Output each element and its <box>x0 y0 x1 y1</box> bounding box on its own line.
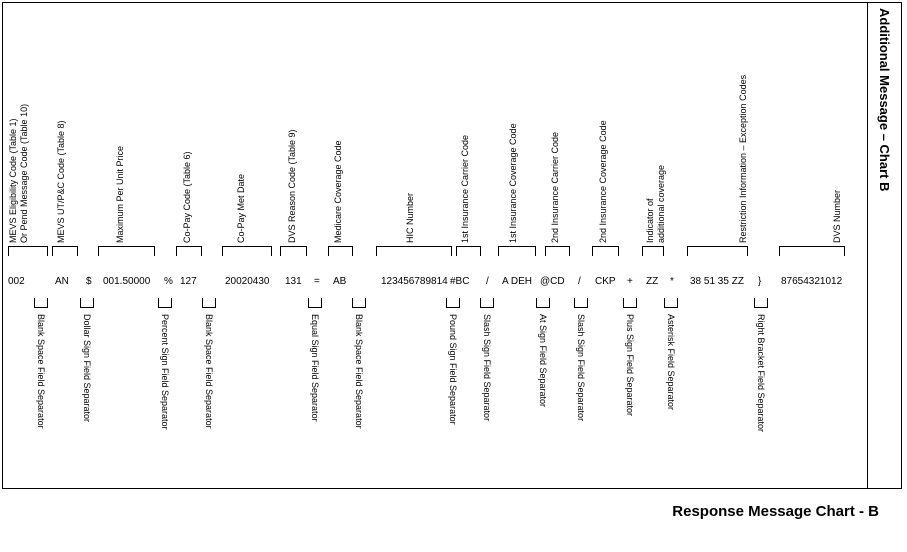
separator-bracket <box>352 298 366 308</box>
field-span-bracket <box>280 246 307 256</box>
field-span-bracket <box>98 246 155 256</box>
separator-bracket <box>34 298 48 308</box>
field-span-bracket <box>456 246 481 256</box>
field-span-bracket <box>176 246 202 256</box>
separator-bracket <box>754 298 768 308</box>
field-span-bracket <box>376 246 452 256</box>
field-label-hic-number: HIC Number <box>405 192 415 243</box>
separator-bracket <box>80 298 94 308</box>
field-label-dvs-number: DVS Number <box>832 189 842 243</box>
field-label-restriction-information: Restriction Information – Exception Code… <box>738 74 748 243</box>
field-label-mevs-eligibility-code: MEVS Eligibility Code (Table 1) Or Pend … <box>8 103 29 243</box>
field-label-indicator-additional-coverage: Indicator of additional coverage <box>645 164 666 243</box>
message-token: $ <box>86 276 92 287</box>
field-span-bracket <box>8 246 48 256</box>
message-token: AB <box>333 276 347 287</box>
field-span-bracket <box>642 246 664 256</box>
separator-bracket <box>536 298 550 308</box>
field-span-bracket <box>545 246 570 256</box>
field-label-1st-insurance-carrier-code: 1st Insurance Carrier Code <box>460 134 470 243</box>
separator-bracket <box>623 298 637 308</box>
field-span-bracket <box>328 246 353 256</box>
message-token: % <box>164 276 173 287</box>
separator-label-at-sign: At Sign Field Separator <box>538 314 548 408</box>
field-label-maximum-per-unit-price: Maximum Per Unit Price <box>115 145 125 243</box>
field-span-bracket <box>52 246 78 256</box>
field-span-bracket <box>498 246 536 256</box>
field-label-mevs-utpc-code: MEVS UT/P&C Code (Table 8) <box>56 120 66 243</box>
field-span-bracket <box>779 246 845 256</box>
message-token: = <box>314 276 320 287</box>
separator-bracket <box>446 298 460 308</box>
message-token: @CD <box>540 276 565 287</box>
separator-label-slash-sign: Slash Sign Field Separator <box>482 314 492 422</box>
message-token: #BC <box>450 276 470 287</box>
message-token: 38 51 35 ZZ <box>690 276 744 287</box>
separator-bracket <box>574 298 588 308</box>
field-span-bracket <box>592 246 619 256</box>
separator-bracket <box>664 298 678 308</box>
message-token: CKP <box>595 276 616 287</box>
side-title-divider <box>867 2 868 489</box>
field-span-bracket <box>222 246 272 256</box>
separator-label-plus-sign: Plus Sign Field Separator <box>625 314 635 417</box>
separator-label-slash-sign: Slash Sign Field Separator <box>576 314 586 422</box>
message-token: 87654321012 <box>781 276 843 287</box>
message-token: * <box>670 276 674 287</box>
message-token: 123456789814 <box>381 276 448 287</box>
separator-bracket <box>202 298 216 308</box>
chart-border <box>2 2 902 489</box>
field-label-dvs-reason-code: DVS Reason Code (Table 9) <box>287 129 297 243</box>
bottom-title: Response Message Chart - B <box>672 503 879 520</box>
message-token: + <box>627 276 633 287</box>
field-span-bracket <box>687 246 748 256</box>
separator-label-asterisk: Asterisk Field Separator <box>666 314 676 411</box>
field-label-1st-insurance-coverage-code: 1st Insurance Coverage Code <box>508 123 518 243</box>
message-token: 002 <box>8 276 25 287</box>
side-title: Additional Message – Chart B <box>877 8 892 192</box>
field-label-2nd-insurance-carrier-code: 2nd Insurance Carrier Code <box>550 131 560 243</box>
separator-bracket <box>158 298 172 308</box>
field-label-2nd-insurance-coverage-code: 2nd Insurance Coverage Code <box>598 120 608 243</box>
separator-label-percent-sign: Percent Sign Field Separator <box>160 314 170 430</box>
separator-bracket <box>480 298 494 308</box>
field-label-medicare-coverage-code: Medicare Coverage Code <box>333 140 343 243</box>
separator-label-blank-space: Blank Space Field Separator <box>36 314 46 429</box>
message-token: ZZ <box>646 276 659 287</box>
separator-label-pound-sign: Pound Sign Field Separator <box>448 314 458 425</box>
message-token: 131 <box>285 276 302 287</box>
separator-label-dollar-sign: Dollar Sign Field Separator <box>82 314 92 423</box>
separator-bracket <box>308 298 322 308</box>
message-token: A DEH <box>502 276 533 287</box>
separator-label-right-bracket: Right Bracket Field Separator <box>756 314 766 433</box>
separator-label-blank-space: Blank Space Field Separator <box>354 314 364 429</box>
message-token: } <box>758 276 762 287</box>
separator-label-equal-sign: Equal Sign Field Separator <box>310 314 320 422</box>
message-token: / <box>578 276 581 287</box>
field-label-co-pay-code: Co-Pay Code (Table 6) <box>182 151 192 243</box>
separator-label-blank-space: Blank Space Field Separator <box>204 314 214 429</box>
message-token: 20020430 <box>225 276 270 287</box>
field-label-co-pay-met-date: Co-Pay Met Date <box>236 173 246 243</box>
message-token: / <box>486 276 489 287</box>
message-token: 001.50000 <box>103 276 151 287</box>
message-token: 127 <box>180 276 197 287</box>
message-token: AN <box>55 276 69 287</box>
